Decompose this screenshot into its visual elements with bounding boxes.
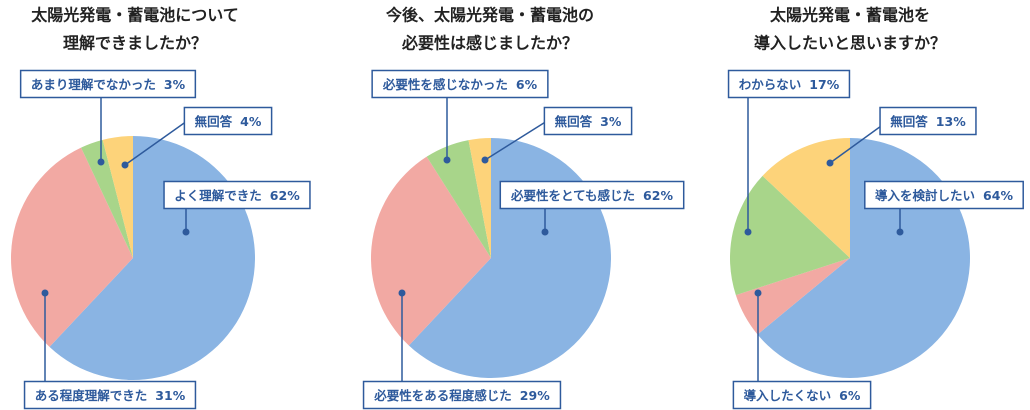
category-name: 無回答 [555, 114, 593, 129]
chart-title: 今後、太陽光発電・蓄電池の [385, 6, 594, 25]
value-label: 3% [164, 77, 186, 92]
category-name: 必要性をとても感じた [510, 188, 635, 203]
leader-dot [896, 228, 904, 236]
leader-dot [97, 158, 105, 166]
chart-title: 理解できましたか？ [63, 34, 207, 53]
label-box [732, 380, 872, 410]
label-box [879, 106, 977, 136]
label-box [19, 69, 197, 99]
pie-slice [426, 140, 491, 258]
slice-label: 無回答 3% [555, 114, 622, 129]
slice-label: 導入を検討したい 64% [875, 188, 1013, 203]
value-label: 62% [643, 188, 673, 203]
leader-dot [754, 289, 762, 297]
slice-label: 必要性をとても感じた 62% [510, 188, 673, 203]
label-box [183, 106, 273, 136]
pie-slice [468, 138, 491, 258]
category-name: よく理解できた [174, 188, 262, 203]
leader-dot [481, 156, 489, 164]
pie-slice [10, 147, 134, 347]
value-label: 29% [520, 388, 550, 403]
category-name: わからない [739, 77, 802, 92]
pie-slice [735, 258, 850, 335]
leader-dot [121, 161, 129, 169]
slice-label: 必要性を感じなかった 6% [382, 77, 538, 92]
chart-title: 必要性は感じましたか？ [401, 34, 578, 53]
value-label: 64% [983, 188, 1013, 203]
leader-dot [744, 228, 752, 236]
leader-dot [541, 228, 549, 236]
pie-slice [371, 156, 491, 346]
leader-dot [182, 228, 190, 236]
category-name: 無回答 [195, 114, 233, 129]
leader-dot [826, 159, 834, 167]
leader-line [124, 120, 188, 166]
chart-title: 太陽光発電・蓄電池について [30, 6, 239, 25]
pie-slice [81, 139, 133, 258]
value-label: 3% [600, 114, 622, 129]
slice-label: わからない 17% [739, 77, 840, 92]
slice-label: 必要性をある程度感じた 29% [373, 388, 550, 403]
value-label: 17% [809, 77, 839, 92]
pie-slice [730, 175, 850, 296]
label-box [163, 180, 311, 210]
category-name: 必要性を感じなかった [382, 77, 508, 92]
chart-title: 太陽光発電・蓄電池を [769, 6, 930, 25]
leader-dot [443, 156, 451, 164]
category-name: 導入したくない [744, 388, 832, 403]
slice-label: よく理解できた 62% [174, 188, 300, 203]
slice-label: 無回答 4% [195, 114, 262, 129]
label-box [543, 106, 633, 136]
category-name: ある程度理解できた [35, 388, 148, 403]
leader-line [829, 120, 889, 164]
slice-label: 無回答 13% [890, 114, 966, 129]
leader-dot [41, 289, 49, 297]
value-label: 6% [839, 388, 861, 403]
label-box [727, 69, 851, 99]
category-name: 必要性をある程度感じた [373, 388, 512, 403]
value-label: 4% [240, 114, 262, 129]
category-name: 無回答 [890, 114, 928, 129]
value-label: 13% [936, 114, 966, 129]
value-label: 6% [516, 77, 538, 92]
value-label: 31% [155, 388, 185, 403]
label-box [362, 380, 562, 410]
leader-dot [398, 289, 406, 297]
category-name: 導入を検討したい [875, 188, 975, 203]
chart-title: 導入したいと思いますか？ [754, 34, 946, 53]
category-name: あまり理解でなかった [31, 77, 156, 92]
slice-label: あまり理解でなかった 3% [31, 77, 186, 92]
label-box [23, 380, 197, 410]
label-box [371, 69, 549, 99]
slice-label: 導入したくない 6% [744, 388, 861, 403]
label-box [499, 180, 685, 210]
label-box [864, 180, 1024, 210]
leader-line [484, 120, 548, 161]
pie-slice [762, 138, 850, 258]
slice-label: ある程度理解できた 31% [35, 388, 186, 403]
value-label: 62% [270, 188, 300, 203]
